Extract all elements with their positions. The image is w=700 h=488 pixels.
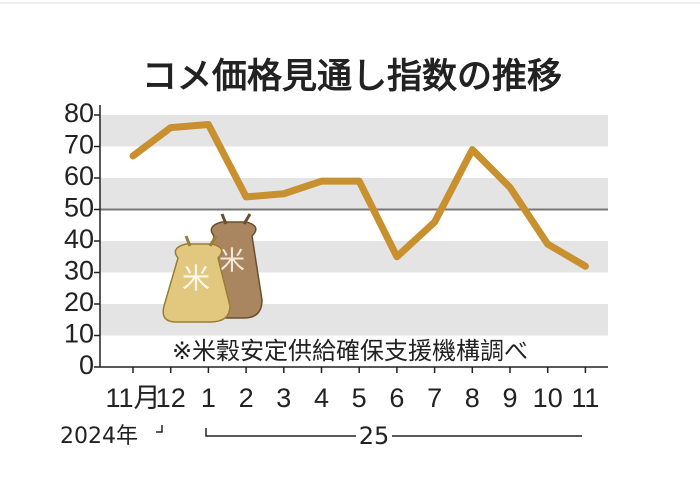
x-tick-label: 3 bbox=[276, 383, 291, 413]
rice-bags-illustration: 米 米 bbox=[162, 213, 263, 323]
x-tick-label: 7 bbox=[427, 383, 442, 413]
y-tick-label: 0 bbox=[79, 350, 94, 380]
year-label-bg bbox=[356, 424, 392, 450]
svg-text:米: 米 bbox=[219, 247, 245, 277]
y-tick-label: 30 bbox=[64, 256, 94, 286]
plot bbox=[99, 105, 608, 373]
x-tick-label: 6 bbox=[389, 383, 404, 413]
x-tick-label: 1 bbox=[201, 383, 216, 413]
y-tick-label: 40 bbox=[64, 224, 94, 254]
x-tick-label: 4 bbox=[314, 383, 329, 413]
year-label: 25 bbox=[359, 422, 390, 450]
y-tick-label: 60 bbox=[64, 161, 94, 191]
x-tick-label: 10 bbox=[533, 383, 563, 413]
x-tick-label: 12 bbox=[156, 383, 186, 413]
chart-title: コメ価格見通し指数の推移 bbox=[142, 57, 562, 97]
svg-text:米: 米 bbox=[182, 262, 210, 295]
y-tick-label: 50 bbox=[64, 193, 94, 223]
year-bracket bbox=[156, 425, 163, 433]
x-tick-label: 2 bbox=[239, 383, 254, 413]
year-label: 2024年 bbox=[60, 424, 138, 449]
y-tick-label: 80 bbox=[64, 98, 94, 128]
x-tick-label: 8 bbox=[465, 383, 480, 413]
source-note: ※米穀安定供給確保支援機構調べ bbox=[172, 337, 528, 365]
x-tick-label: 5 bbox=[352, 383, 367, 413]
x-tick-label: 11月 bbox=[105, 383, 160, 413]
grid-band bbox=[100, 115, 608, 147]
y-tick-label: 20 bbox=[64, 287, 94, 317]
y-tick-label: 70 bbox=[64, 130, 94, 160]
x-tick-label: 9 bbox=[502, 383, 517, 413]
x-tick-label: 11 bbox=[571, 383, 599, 413]
data-line bbox=[129, 120, 589, 270]
year-bracket bbox=[205, 428, 582, 437]
y-tick-label: 10 bbox=[64, 319, 94, 349]
